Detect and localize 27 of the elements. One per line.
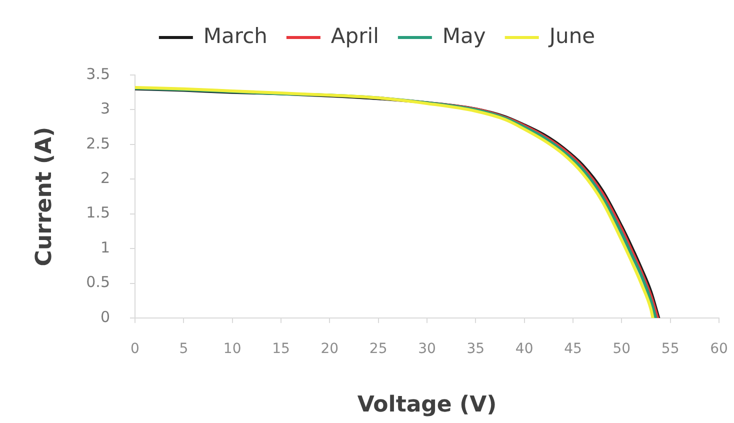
- legend-label: March: [203, 24, 268, 48]
- x-tick-label: 5: [179, 341, 188, 358]
- y-tick-label: 1: [100, 238, 110, 256]
- y-axis-title: Current (A): [32, 126, 57, 266]
- x-tick-label: 15: [272, 341, 290, 358]
- x-tick-label: 35: [466, 341, 485, 358]
- x-tick-label: 30: [418, 341, 436, 358]
- y-tick-label: 2.5: [86, 134, 110, 152]
- legend-label: June: [547, 24, 596, 48]
- y-tick-label: 3.5: [86, 64, 110, 83]
- x-tick-label: 0: [130, 341, 140, 358]
- x-tick-label: 10: [223, 341, 242, 358]
- y-tick-label: 0.5: [86, 273, 110, 292]
- y-tick-label: 3: [100, 100, 110, 118]
- x-axis-title: Voltage (V): [357, 392, 497, 418]
- y-tick-label: 0: [100, 308, 110, 326]
- legend-label: May: [442, 24, 486, 48]
- x-tick-label: 40: [515, 341, 534, 358]
- x-tick-label: 25: [369, 341, 388, 358]
- x-tick-label: 55: [661, 341, 680, 358]
- x-tick-label: 50: [612, 341, 631, 358]
- y-tick-label: 2: [100, 169, 110, 188]
- legend-label: April: [330, 24, 379, 48]
- y-tick-label: 1.5: [86, 204, 110, 222]
- x-tick-label: 20: [320, 341, 339, 358]
- x-tick-label: 45: [564, 341, 582, 358]
- x-tick-label: 60: [710, 341, 728, 358]
